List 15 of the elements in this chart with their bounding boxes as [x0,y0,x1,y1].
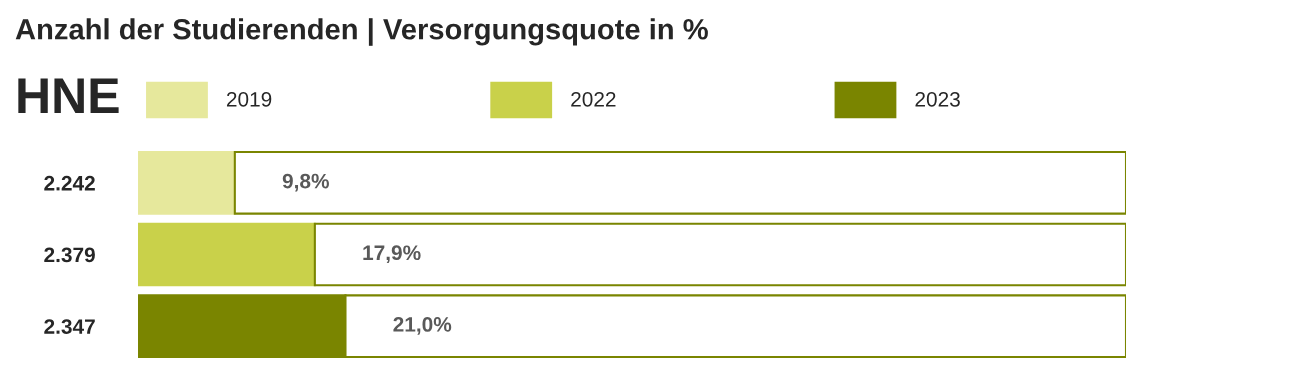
bar [138,150,236,215]
y-tick-label: 2.379 [44,247,95,263]
legend-label: 2019 [226,91,272,107]
y-tick-label: 2.242 [44,175,95,191]
chart-subtitle: HNE [18,78,119,113]
legend-label: 2023 [915,91,960,107]
chart-title: Anzahl der Studierenden | Versorgungsquote in % [15,18,708,46]
bar [313,222,1126,287]
bar [233,150,1126,215]
data-label: 17,9% [363,245,421,264]
bar [138,222,316,287]
data-label: 21,0% [393,317,452,335]
y-tick-label: 2.347 [44,319,95,334]
legend-label: 2022 [571,91,616,107]
data-label: 9,8% [282,173,329,192]
